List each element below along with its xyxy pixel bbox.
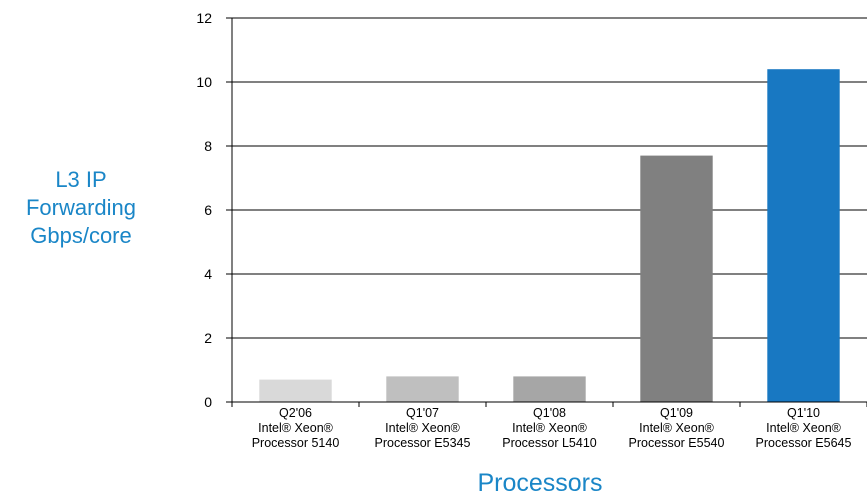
x-category-label-line: Processor L5410 [502,436,597,450]
bar [767,69,840,402]
y-tick-label: 8 [204,138,212,154]
x-category-label-line: Intel® Xeon® [385,421,461,435]
x-category-label-line: Q1'08 [533,406,566,420]
y-tick-label: 0 [204,394,212,410]
x-category-label: Q1'09 Intel® Xeon® Processor E5540 [629,406,725,450]
x-category-label-line: Intel® Xeon® [766,421,842,435]
y-axis-title-line-3: Gbps/core [30,223,132,248]
y-tick-label: 4 [204,266,212,282]
y-axis-title-line-2: Forwarding [25,195,137,220]
y-axis-title: L3 IP Forwarding Gbps/core [0,166,162,250]
y-tick-label: 6 [204,202,212,218]
x-category-label-line: Processor 5140 [252,436,340,450]
x-category-label: Q1'07 Intel® Xeon® Processor E5345 [375,406,471,450]
bar [259,379,332,402]
bar [640,155,713,402]
x-category-label-line: Processor E5540 [629,436,725,450]
x-category-label: Q2'06 Intel® Xeon® Processor 5140 [252,406,340,450]
x-axis-title: Processors [477,469,603,497]
y-tick-label: 2 [204,330,212,346]
bar [513,376,586,402]
x-category-label-line: Q1'07 [406,406,439,420]
x-category-label-line: Processor E5645 [756,436,852,450]
x-category-label-line: Intel® Xeon® [639,421,715,435]
bar [386,376,459,402]
x-category-label-line: Q1'09 [660,406,693,420]
y-axis-title-line-1: L3 IP [55,167,107,192]
x-category-label-line: Q2'06 [279,406,312,420]
x-category-label: Q1'10 Intel® Xeon® Processor E5645 [756,406,852,450]
y-tick-label: 12 [196,10,212,26]
x-category-label-line: Q1'10 [787,406,820,420]
x-category-label-line: Intel® Xeon® [258,421,334,435]
x-category-label: Q1'08 Intel® Xeon® Processor L5410 [502,406,597,450]
y-tick-label: 10 [196,74,212,90]
x-category-label-line: Intel® Xeon® [512,421,588,435]
x-category-label-line: Processor E5345 [375,436,471,450]
